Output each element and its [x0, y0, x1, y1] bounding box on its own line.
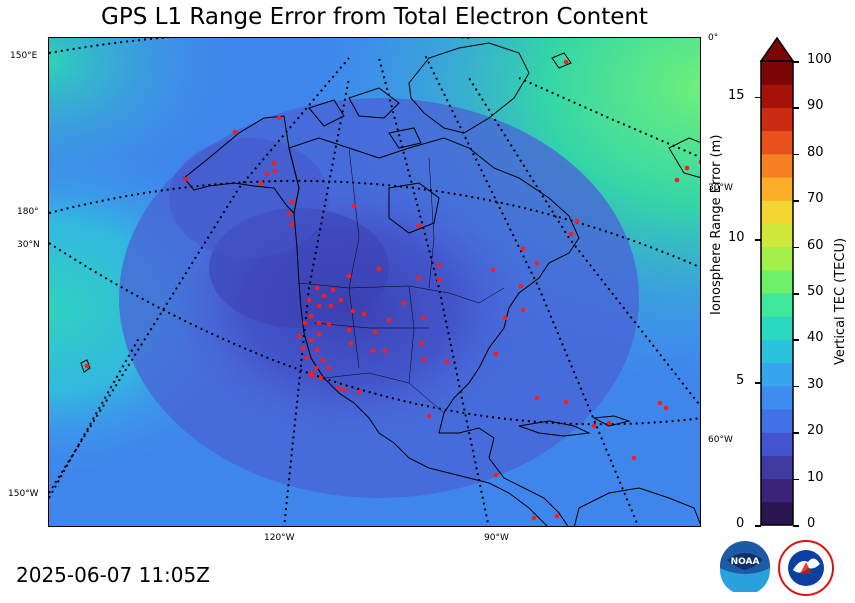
colorbar-tick-label: 0: [807, 516, 816, 531]
colorbar-tick-label: 60: [807, 237, 824, 253]
tec-map: [48, 37, 701, 527]
colorbar: [759, 36, 795, 526]
noaa-logo: NOAA: [720, 541, 770, 592]
colorbar-segment: [761, 478, 793, 503]
colorbar-tick-label: 30: [807, 376, 824, 392]
colorbar-tick-mark: [793, 385, 799, 388]
colorbar-segment: [761, 455, 793, 480]
colorbar-segment: [761, 200, 793, 224]
colorbar-tick-mark: [793, 432, 799, 434]
colorbar-tick-mark: [793, 200, 799, 202]
colorbar-segment: [761, 269, 793, 294]
range-tick-label: 10: [728, 230, 745, 246]
map-title: GPS L1 Range Error from Total Electron C…: [101, 4, 648, 30]
colorbar-tick-mark: [793, 339, 799, 341]
range-tick-label: 5: [736, 373, 745, 389]
colorbar-tick-mark: [793, 153, 799, 156]
colorbar-segment: [761, 223, 793, 248]
colorbar-segment: [761, 61, 793, 85]
colorbar-tick-label: 80: [807, 144, 824, 160]
range-tick-label: 15: [728, 87, 745, 103]
colorbar-segment: [761, 177, 793, 201]
map-svg: [49, 38, 700, 526]
colorbar-tick-mark: [793, 61, 799, 63]
colorbar-segment: [761, 130, 793, 155]
timestamp: 2025-06-07 11:05Z: [16, 563, 210, 587]
low-tec-north: [169, 138, 329, 258]
lon-label-150w: 150°W: [8, 489, 39, 499]
lat-label-30n: 30°N: [17, 240, 40, 250]
colorbar-tick-mark: [793, 107, 799, 109]
range-tick-mark: [755, 382, 761, 384]
colorbar-segment: [761, 246, 793, 271]
colorbar-tick-label: 70: [807, 191, 824, 207]
colorbar-segment: [761, 385, 793, 410]
colorbar-tick-label: 100: [807, 52, 832, 67]
lon-label-30w: 30°W: [708, 183, 733, 193]
colorbar-segment: [761, 501, 793, 526]
range-tick-mark: [755, 96, 761, 99]
gps-stations: [84, 59, 700, 521]
colorbar-segment: [761, 339, 793, 364]
lon-label-90w: 90°W: [484, 533, 509, 543]
range-error-axis-title: Ionosphere Range Error (m): [709, 134, 724, 315]
nws-logo: [778, 540, 834, 596]
lon-label-60w: 60°W: [708, 435, 733, 445]
borders: [288, 147, 505, 414]
colorbar-segment: [761, 316, 793, 340]
colorbar-tick-label: 90: [807, 98, 824, 114]
colorbar-tick-label: 50: [807, 284, 824, 299]
colorbar-tick-label: 20: [807, 423, 824, 439]
range-tick-label: 0: [736, 516, 745, 531]
noaa-logo-text: NOAA: [731, 557, 760, 567]
colorbar-tick-label: 10: [807, 469, 824, 485]
colorbar-segment: [761, 362, 793, 387]
colorbar-tick-mark: [793, 246, 799, 249]
lon-label-0: 0°: [708, 33, 719, 43]
colorbar-segment: [761, 293, 793, 317]
range-tick-mark: [755, 525, 761, 527]
colorbar-extend-arrow: [759, 36, 795, 62]
lon-label-180: 180°: [17, 207, 39, 217]
colorbar-segment: [761, 84, 793, 108]
graticule: [49, 38, 700, 526]
colorbar-title: Vertical TEC (TECU): [833, 237, 848, 365]
range-tick-mark: [755, 239, 761, 241]
lon-label-150e: 150°E: [10, 51, 38, 61]
colorbar-segment: [761, 432, 793, 456]
colorbar-segment: [761, 409, 793, 433]
colorbar-segment: [761, 153, 793, 178]
colorbar-tick-mark: [793, 525, 799, 527]
coastlines: [80, 42, 700, 526]
colorbar-tick-label: 40: [807, 330, 824, 346]
colorbar-segment: [761, 107, 793, 132]
colorbar-tick-mark: [793, 293, 799, 295]
lon-label-120w: 120°W: [264, 533, 295, 543]
colorbar-tick-mark: [793, 478, 799, 481]
